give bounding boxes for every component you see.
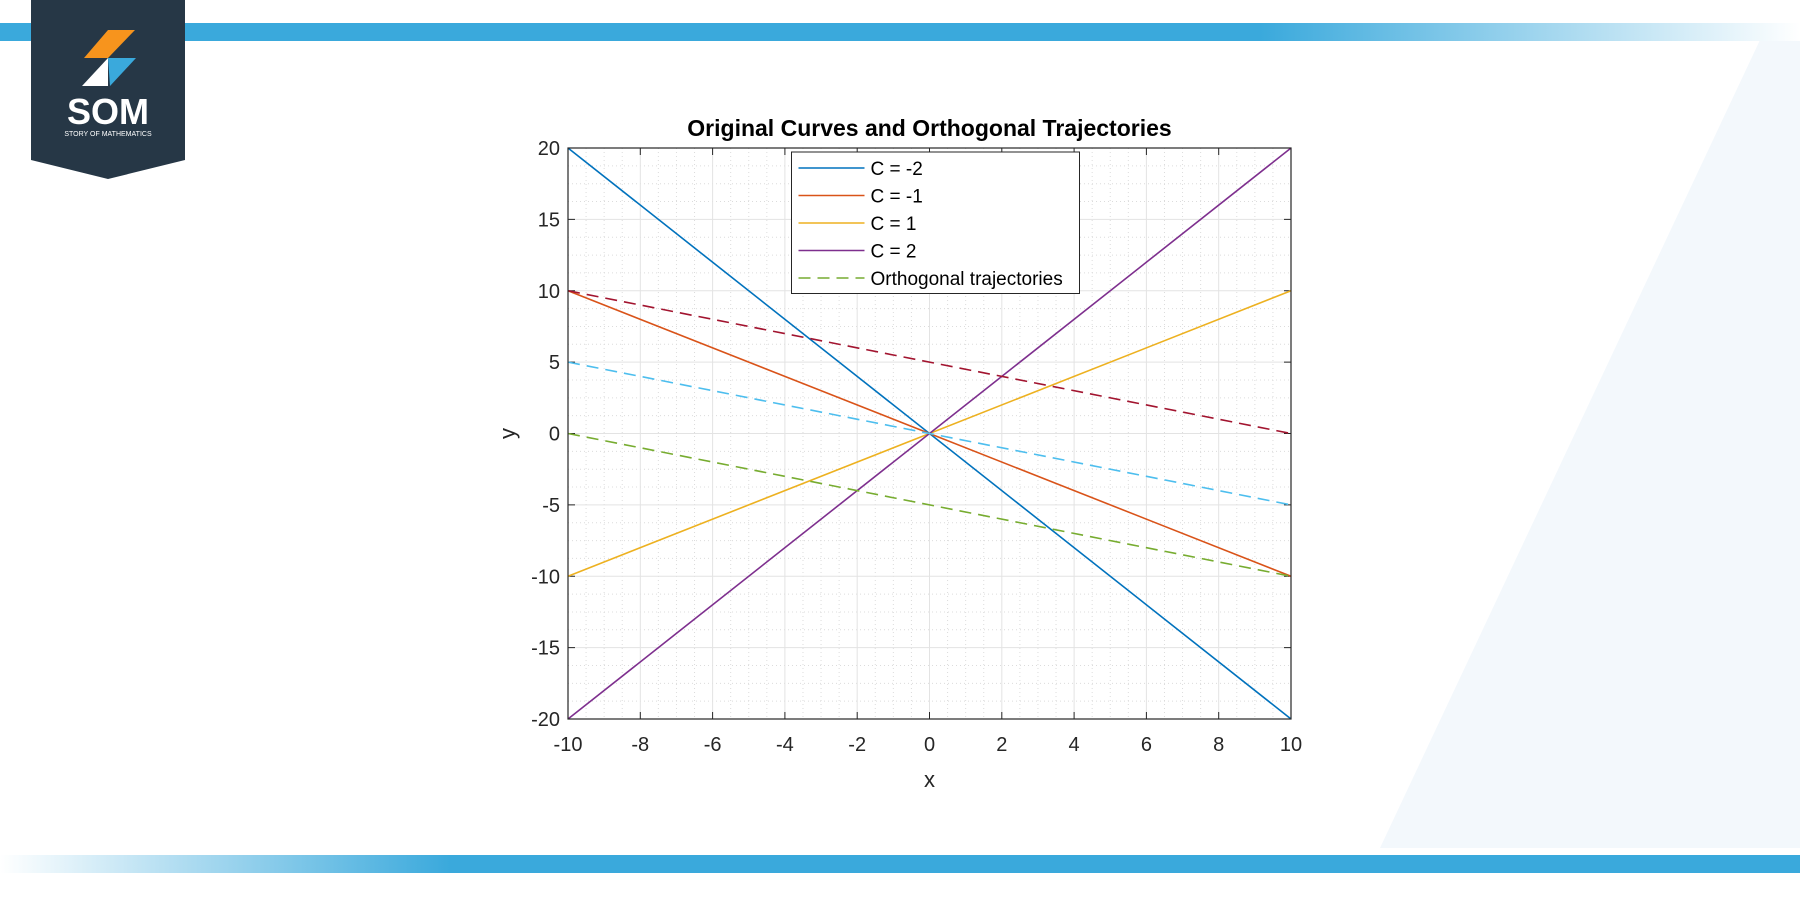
chart-title: Original Curves and Orthogonal Trajector…: [687, 115, 1171, 141]
logo-badge: [31, 0, 185, 179]
x-tick-label: 8: [1213, 734, 1224, 756]
legend-label: C = 1: [871, 214, 917, 235]
y-tick-label: 0: [549, 424, 560, 446]
legend-label: C = -1: [871, 187, 923, 208]
series-line: [567, 361, 1292, 506]
y-tick-label: 10: [538, 281, 560, 303]
y-tick-label: 20: [538, 138, 560, 160]
logo-mark: [82, 58, 108, 86]
x-tick-label: 0: [924, 734, 935, 756]
y-tick-label: -20: [531, 709, 560, 731]
x-tick-label: -4: [776, 734, 794, 756]
legend-label: C = -2: [871, 159, 923, 180]
x-tick-label: 10: [1280, 734, 1302, 756]
y-tick-label: -15: [531, 638, 560, 660]
logo-title: SOM: [67, 91, 149, 132]
y-tick-label: -5: [542, 495, 560, 517]
x-tick-label: -10: [554, 734, 583, 756]
x-tick-label: -8: [631, 734, 649, 756]
axes-box: [567, 147, 1292, 720]
y-tick-label: 15: [538, 209, 560, 231]
bottom-bar: [0, 855, 1800, 873]
y-tick-label: -10: [531, 566, 560, 588]
logo: SOM STORY OF MATHEMATICS: [31, 0, 185, 179]
legend-label: C = 2: [871, 242, 917, 263]
top-bar: [0, 23, 1800, 41]
x-tick-label: -2: [848, 734, 866, 756]
logo-mark: [108, 58, 136, 86]
chart: -10 -8 -6 -4 -2 0 2 4 6 8 10-20-15-10-505101520Ori…: [495, 115, 1302, 792]
series-line: [567, 289, 1292, 435]
x-axis-label: x: [924, 767, 935, 792]
logo-mark: [108, 30, 135, 58]
logo-mark: [84, 30, 108, 58]
legend-label: Orthogonal trajectories: [871, 269, 1063, 290]
x-tick-label: -6: [704, 734, 722, 756]
y-tick-label: 5: [549, 352, 560, 374]
decor-shape: [1380, 40, 1800, 848]
y-axis-label: y: [495, 428, 520, 439]
series-line: [567, 432, 1292, 578]
x-tick-label: 4: [1069, 734, 1080, 756]
logo-subtitle: STORY OF MATHEMATICS: [64, 131, 152, 138]
x-tick-label: 6: [1141, 734, 1152, 756]
x-tick-label: 2: [996, 734, 1007, 756]
